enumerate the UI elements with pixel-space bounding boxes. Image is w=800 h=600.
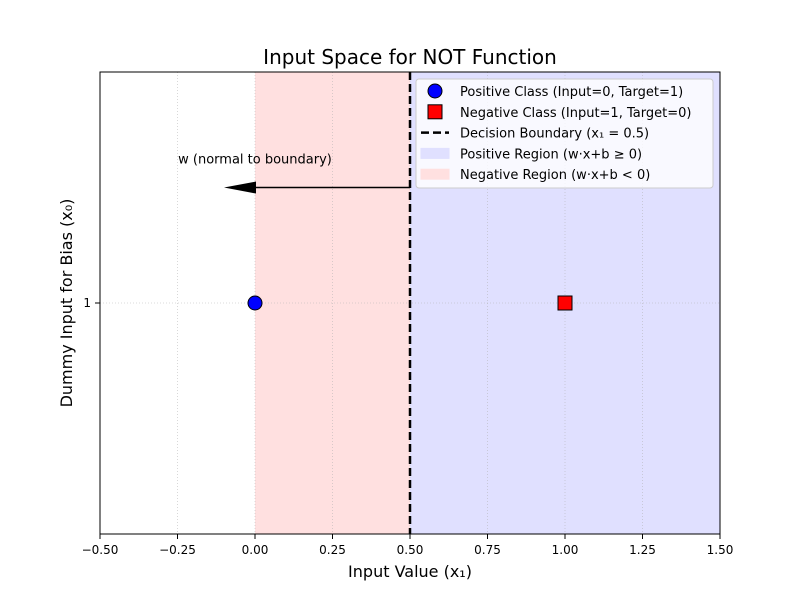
chart-title: Input Space for NOT Function — [263, 45, 557, 69]
x-tick-label: 0.75 — [474, 543, 501, 557]
x-tick-label: 0.25 — [319, 543, 346, 557]
negative-class-point — [557, 295, 573, 311]
x-tick-label: 1.25 — [629, 543, 656, 557]
legend-negative-class-label: Negative Class (Input=1, Target=0) — [460, 106, 691, 121]
x-tick-label: 0.50 — [397, 543, 424, 557]
weight-arrow-label: w (normal to boundary) — [178, 153, 332, 168]
x-axis-label: Input Value (x₁) — [348, 562, 472, 581]
legend-positive-region-marker — [420, 147, 450, 159]
legend-decision-boundary-label: Decision Boundary (x₁ = 0.5) — [460, 127, 649, 142]
legend-positive-class-marker — [427, 83, 443, 99]
x-tick-label: −0.25 — [159, 543, 196, 557]
legend-negative-region-label: Negative Region (w·x+b < 0) — [460, 168, 650, 183]
legend-negative-region-marker — [420, 168, 450, 180]
positive-class-point — [247, 295, 263, 311]
y-tick-label: 1 — [83, 296, 91, 310]
legend-box — [415, 78, 714, 189]
legend-negative-class-marker — [427, 104, 443, 120]
legend-positive-region-label: Positive Region (w·x+b ≥ 0) — [460, 147, 642, 162]
y-axis-label: Dummy Input for Bias (x₀) — [57, 199, 76, 408]
x-tick-label: 1.00 — [552, 543, 579, 557]
weight-arrow-head — [224, 181, 256, 194]
legend-positive-class-label: Positive Class (Input=0, Target=1) — [460, 85, 683, 100]
x-tick-label: 1.50 — [707, 543, 734, 557]
x-tick-label: 0.00 — [242, 543, 269, 557]
x-tick-label: −0.50 — [82, 543, 119, 557]
